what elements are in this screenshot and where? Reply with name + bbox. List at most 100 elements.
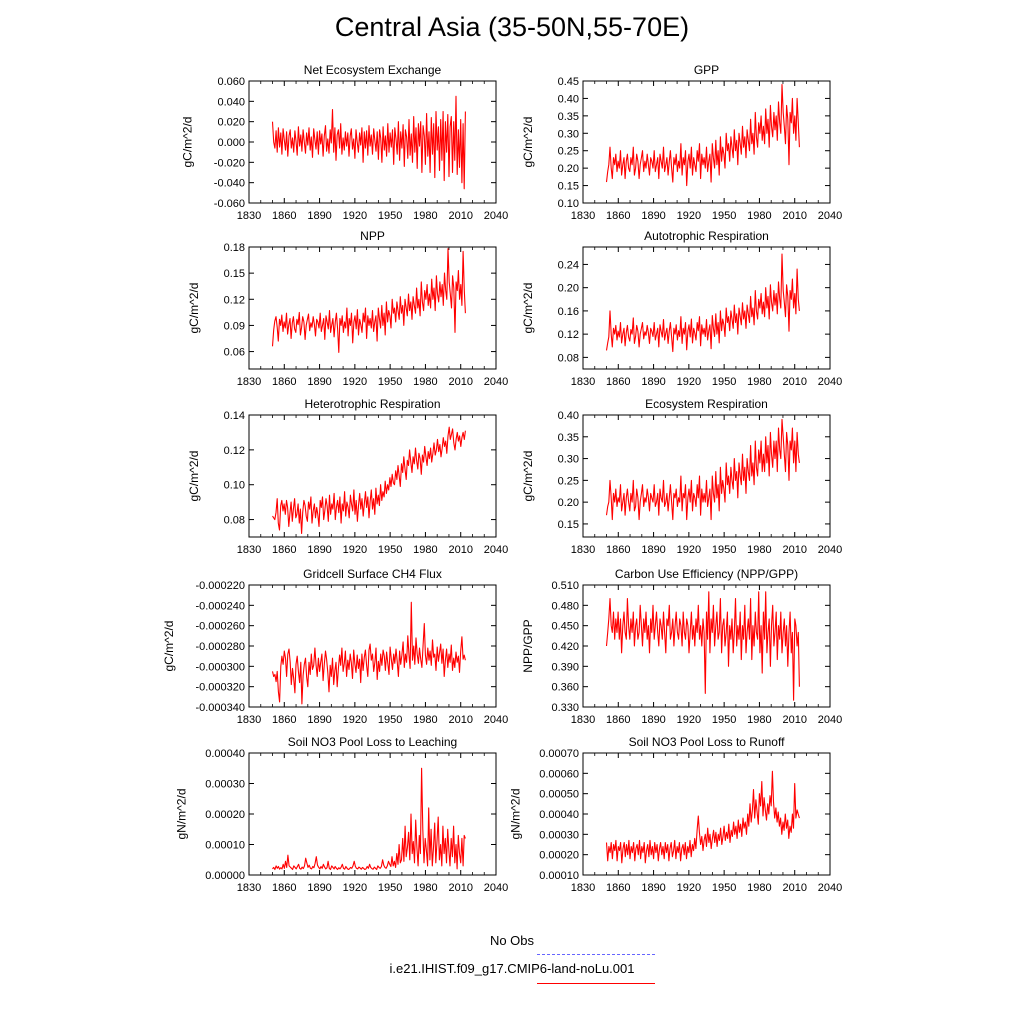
x-tick-label: 1950 <box>378 544 402 556</box>
panel-title: Net Ecosystem Exchange <box>304 63 442 77</box>
y-tick-label: 0.30 <box>558 454 579 466</box>
x-tick-label: 2010 <box>448 882 472 894</box>
y-tick-label: -0.040 <box>214 178 245 190</box>
panel-title: Gridcell Surface CH4 Flux <box>303 567 442 581</box>
x-tick-label: 1830 <box>571 210 595 222</box>
y-tick-label: 0.00040 <box>539 809 579 821</box>
x-tick-label: 1830 <box>237 376 261 388</box>
x-tick-label: 1950 <box>378 376 402 388</box>
y-tick-label: 0.08 <box>224 515 245 527</box>
y-tick-label: -0.020 <box>214 157 245 169</box>
x-tick-label: 2010 <box>782 210 806 222</box>
x-tick-label: 1830 <box>571 714 595 726</box>
x-tick-label: 1950 <box>712 376 736 388</box>
y-tick-label: 0.00040 <box>205 748 245 760</box>
y-tick-label: 0.00050 <box>539 789 579 801</box>
x-tick-label: 1830 <box>571 376 595 388</box>
panel-title: GPP <box>694 63 719 77</box>
series-line <box>272 426 466 535</box>
x-tick-label: 1860 <box>272 544 296 556</box>
x-tick-label: 1920 <box>677 714 701 726</box>
x-tick-label: 2010 <box>448 210 472 222</box>
chart-title: Central Asia (35-50N,55-70E) <box>334 12 690 42</box>
x-tick-label: 1950 <box>712 882 736 894</box>
y-tick-label: 0.420 <box>551 641 579 653</box>
y-tick-label: 0.25 <box>558 146 579 158</box>
panel-title: Soil NO3 Pool Loss to Leaching <box>288 735 457 749</box>
y-tick-label: 0.40 <box>558 93 579 105</box>
x-tick-label: 1890 <box>641 376 665 388</box>
x-tick-label: 1980 <box>747 544 771 556</box>
panel-frame <box>248 752 497 876</box>
series-line <box>605 418 800 521</box>
y-tick-label: 0.00010 <box>539 870 579 882</box>
y-tick-label: 0.15 <box>224 268 245 280</box>
x-tick-label: 1980 <box>413 210 437 222</box>
x-tick-label: 1920 <box>343 210 367 222</box>
y-tick-label: 0.510 <box>551 580 579 592</box>
y-tick-label: 0.09 <box>224 320 245 332</box>
x-tick-label: 1920 <box>677 376 701 388</box>
x-tick-label: 1860 <box>606 882 630 894</box>
y-tick-label: 0.00020 <box>205 809 245 821</box>
panel-frame <box>582 414 831 538</box>
y-tick-label: 0.10 <box>224 480 245 492</box>
x-tick-label: 2040 <box>818 882 842 894</box>
y-tick-label: 0.35 <box>558 111 579 123</box>
y-tick-label: 0.12 <box>224 294 245 306</box>
x-tick-label: 1830 <box>237 882 261 894</box>
y-tick-label: -0.000320 <box>195 682 245 694</box>
series-line <box>605 83 800 187</box>
y-tick-label: 0.480 <box>551 600 579 612</box>
y-tick-label: 0.390 <box>551 661 579 673</box>
legend-label-obs: No Obs <box>489 933 535 948</box>
series-line <box>271 601 466 705</box>
x-tick-label: 1890 <box>307 544 331 556</box>
series-line <box>605 770 800 864</box>
series-line <box>605 253 800 353</box>
x-tick-label: 1980 <box>747 210 771 222</box>
panel-title: Soil NO3 Pool Loss to Runoff <box>629 735 786 749</box>
y-tick-label: 0.450 <box>551 621 579 633</box>
y-tick-label: 0.16 <box>558 306 579 318</box>
chart-panels: Net Ecosystem Exchange gC/m^2/d 1830 1860 18… <box>162 63 842 894</box>
legend-line-model <box>537 983 655 984</box>
y-axis-label: gC/m^2/d <box>521 451 535 502</box>
x-tick-label: 1920 <box>677 544 701 556</box>
x-tick-label: 1890 <box>641 544 665 556</box>
y-axis-label: gC/m^2/d <box>181 117 195 168</box>
panel-title: Ecosystem Respiration <box>645 397 768 411</box>
x-tick-label: 1890 <box>307 376 331 388</box>
panel-title: Carbon Use Efficiency (NPP/GPP) <box>615 567 798 581</box>
x-tick-label: 1890 <box>307 210 331 222</box>
y-axis-label: gC/m^2/d <box>187 451 201 502</box>
x-tick-label: 2040 <box>484 210 508 222</box>
x-tick-label: 1950 <box>712 210 736 222</box>
x-tick-label: 1920 <box>343 544 367 556</box>
x-tick-label: 1980 <box>413 376 437 388</box>
x-tick-label: 1980 <box>413 714 437 726</box>
y-tick-label: 0.000 <box>217 137 245 149</box>
y-tick-label: 0.30 <box>558 128 579 140</box>
panel-title: NPP <box>360 229 385 243</box>
panel-frame <box>582 246 831 370</box>
x-tick-label: 1860 <box>606 210 630 222</box>
x-tick-label: 1830 <box>571 882 595 894</box>
legend-label-model: i.e21.IHIST.f09_g17.CMIP6-land-noLu.001 <box>389 961 635 976</box>
y-tick-label: -0.000260 <box>195 621 245 633</box>
x-tick-label: 2010 <box>782 376 806 388</box>
panel-title: Heterotrophic Respiration <box>304 397 440 411</box>
y-tick-label: -0.000240 <box>195 600 245 612</box>
y-tick-label: 0.20 <box>558 283 579 295</box>
x-tick-label: 2040 <box>484 714 508 726</box>
x-tick-label: 1890 <box>307 714 331 726</box>
x-tick-label: 1860 <box>272 376 296 388</box>
y-tick-label: 0.00030 <box>539 829 579 841</box>
panel-frame <box>248 246 497 370</box>
series-line <box>271 95 466 190</box>
x-tick-label: 2040 <box>818 210 842 222</box>
y-tick-label: 0.15 <box>558 181 579 193</box>
y-tick-label: -0.000220 <box>195 580 245 592</box>
x-tick-label: 1950 <box>712 714 736 726</box>
x-tick-label: 2010 <box>782 714 806 726</box>
